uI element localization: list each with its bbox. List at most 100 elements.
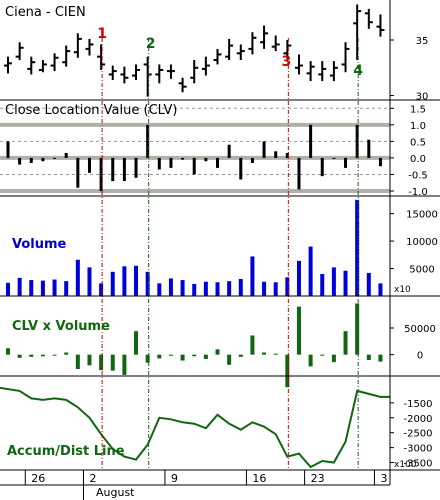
clv-bar: [99, 157, 103, 192]
clv-bar: [378, 157, 382, 167]
volume-bar: [378, 283, 383, 296]
clv-axis-tick-label: 0.0: [410, 154, 426, 165]
clv-bar: [367, 139, 371, 158]
clv-volume-bar: [355, 303, 360, 355]
accum-dist-axis-tick-label: -3000: [403, 444, 432, 455]
clv-axis-tick-label: -1.0: [408, 187, 428, 198]
volume-bar: [227, 281, 232, 296]
clv-volume-bar: [320, 354, 325, 356]
volume-bar: [17, 277, 22, 296]
clv-bar: [216, 157, 220, 168]
clv-bar: [111, 157, 115, 182]
accum-dist-axis-tick-label: -2000: [403, 414, 432, 425]
clv-bar: [250, 157, 254, 163]
price-axis-tick-label: 30: [416, 92, 429, 103]
volume-bar: [40, 280, 45, 296]
clv-bar: [53, 157, 57, 159]
volume-axis-tick-label: 15000: [406, 210, 438, 221]
clv-volume-bar: [227, 354, 232, 365]
clv-bar: [87, 157, 91, 173]
clv-volume-bar: [134, 331, 139, 355]
volume-bar: [296, 260, 301, 296]
clv-bar: [344, 157, 348, 168]
clv-volume-bar: [6, 348, 10, 355]
clv-volume-bar: [203, 354, 208, 359]
clv-volume-bar: [52, 354, 57, 356]
clv-bar: [122, 157, 126, 182]
clv-bar: [227, 144, 231, 158]
signal-label: 1: [97, 26, 107, 42]
volume-bar: [110, 271, 115, 296]
clv-volume-bar: [75, 354, 80, 370]
clv-volume-bar: [157, 354, 162, 359]
accum-dist-axis-tick-label: -3500: [403, 459, 432, 470]
volume-bar: [250, 256, 255, 296]
clv-volume-bar: [145, 354, 150, 363]
price-axis-tick-label: 35: [416, 36, 429, 47]
volume-bar: [262, 281, 267, 296]
clv-bar: [64, 152, 68, 158]
clv-bar: [332, 157, 336, 159]
volume-bar: [87, 267, 92, 296]
clv-volume-bar: [308, 354, 313, 367]
signal-label: 2: [146, 36, 156, 52]
volume-bar: [285, 277, 290, 296]
clv-bar: [192, 157, 196, 175]
clv-volume-bar: [64, 352, 69, 355]
clv-bar: [285, 152, 289, 158]
plot-layer: [0, 4, 390, 470]
volume-bar: [168, 278, 173, 296]
x-axis-tick-label: 26: [31, 472, 45, 485]
clv-bar: [355, 124, 359, 158]
volume-bar: [6, 282, 10, 296]
clv-panel-title: Close Location Value (CLV): [5, 103, 177, 118]
accum-dist-unit-label: x100: [394, 460, 417, 470]
clv-volume-bar: [296, 306, 301, 355]
clv-volume-bar: [285, 354, 290, 388]
x-axis-tick-label: 9: [171, 472, 178, 485]
clv-volume-bar: [238, 354, 243, 357]
volume-bar: [203, 281, 208, 296]
volume-bar: [134, 265, 139, 296]
volume-bar: [52, 279, 57, 296]
clv-volume-panel-title: CLV x Volume: [12, 319, 110, 334]
volume-bar: [99, 283, 104, 296]
clv-axis-tick-label: -0.5: [408, 170, 428, 181]
x-axis-tick-label: 2: [89, 472, 96, 485]
clv-bar: [274, 151, 278, 158]
volume-axis-tick-label: 5000: [409, 265, 434, 276]
accum-dist-axis-tick-label: -2500: [403, 429, 432, 440]
clv-volume-bar: [40, 354, 45, 357]
clv-volume-bar: [331, 354, 336, 363]
text-layer: Ciena - CIEN Close Location Value (CLV) …: [5, 5, 438, 499]
signal-label: 4: [353, 63, 363, 79]
clv-bar: [6, 141, 10, 158]
volume-unit-label: x10: [394, 285, 411, 295]
clv-bar: [29, 157, 33, 163]
clv-bar: [76, 157, 80, 188]
volume-bar: [343, 270, 348, 296]
clv-volume-bar: [250, 335, 255, 355]
clv-bar: [320, 157, 324, 177]
clv-volume-bar: [110, 354, 115, 371]
volume-bar: [366, 272, 371, 296]
clv-bar: [41, 157, 45, 162]
clv-axis-tick-label: 0.5: [410, 137, 426, 148]
clv-volume-bar: [122, 354, 127, 375]
clv-bar: [262, 141, 266, 158]
clv-bar: [309, 124, 313, 158]
clv-volume-bar: [262, 352, 267, 355]
x-axis-tick-label: 3: [380, 472, 387, 485]
volume-bar: [215, 282, 220, 296]
volume-bar: [122, 266, 127, 296]
clv-volume-bar: [192, 354, 197, 357]
volume-bar: [180, 280, 185, 296]
volume-bar: [29, 280, 34, 296]
volume-axis-tick-label: 10000: [406, 237, 438, 248]
clv-volume-axis-tick-label: 50000: [404, 324, 436, 335]
clv-bar: [239, 157, 243, 180]
clv-volume-bar: [273, 353, 278, 355]
clv-volume-axis-tick-label: 0: [417, 351, 423, 362]
